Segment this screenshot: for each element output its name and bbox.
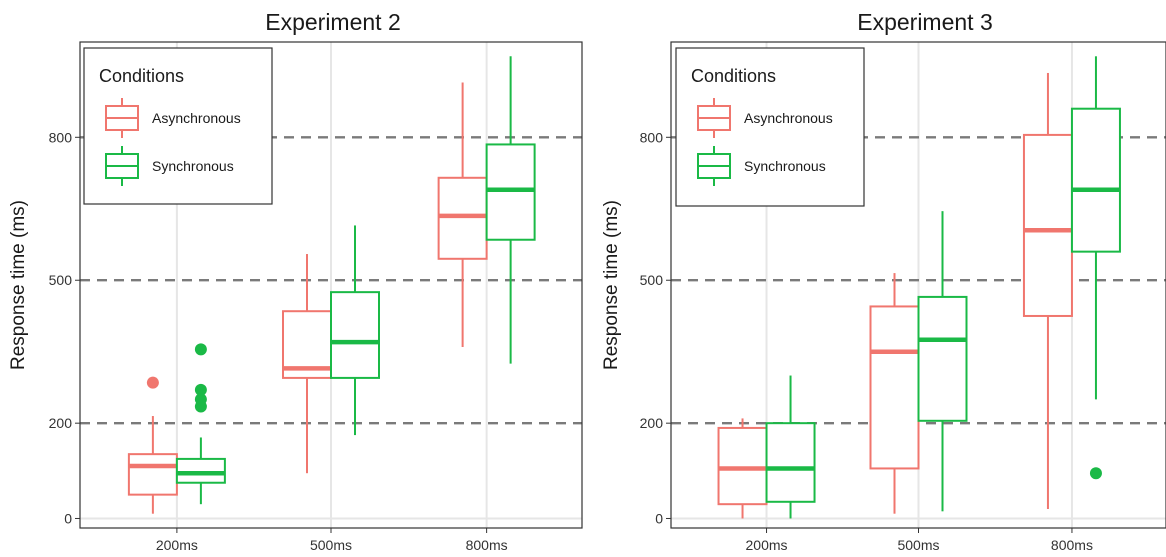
- box-asynchronous-200ms: [717, 418, 768, 519]
- legend-key-synchronous: [105, 146, 139, 186]
- y-tick-label: 200: [640, 415, 664, 431]
- box-body: [917, 295, 968, 422]
- box-asynchronous-800ms: [437, 82, 488, 347]
- box-body: [717, 426, 768, 506]
- box-synchronous-800ms: [485, 56, 536, 364]
- box-body: [330, 291, 380, 379]
- box-asynchronous-500ms: [869, 273, 920, 514]
- y-tick-label: 0: [655, 510, 663, 526]
- x-tick-label: 800ms: [466, 537, 508, 553]
- legend-title: Conditions: [691, 66, 776, 86]
- box-synchronous-800ms: [1070, 56, 1121, 480]
- legend-label: Synchronous: [744, 158, 826, 174]
- legend-key-asynchronous: [697, 98, 731, 138]
- y-axis-label: Response time (ms): [8, 200, 29, 370]
- outlier-point: [194, 383, 207, 396]
- box-body: [765, 422, 816, 503]
- legend-label: Asynchronous: [152, 110, 241, 126]
- legend-title: Conditions: [99, 66, 184, 86]
- outlier-point: [146, 376, 159, 389]
- legend: Conditions Asynchronous Synchronous: [675, 47, 865, 207]
- chart-panel-1: Experiment 2 Response time (ms) 0 200 500 800…: [8, 9, 583, 553]
- chart-title: Experiment 2: [265, 9, 401, 35]
- outlier-point: [194, 343, 207, 356]
- box-body: [175, 457, 226, 484]
- legend: Conditions Asynchronous Synchronous: [83, 47, 273, 205]
- box-body: [437, 176, 488, 260]
- outlier-point: [194, 393, 207, 406]
- legend-key-synchronous: [697, 146, 731, 186]
- box-body: [1022, 133, 1073, 317]
- box-synchronous-200ms: [765, 375, 816, 519]
- x-tick-label: 800ms: [1051, 537, 1093, 553]
- legend-label: Synchronous: [152, 158, 234, 174]
- box-asynchronous-800ms: [1022, 72, 1073, 509]
- y-tick-label: 800: [49, 129, 73, 145]
- chart-title: Experiment 3: [857, 9, 993, 35]
- box-body: [485, 143, 536, 241]
- y-tick-label: 500: [49, 272, 73, 288]
- outlier-point: [1089, 467, 1102, 480]
- box-asynchronous-500ms: [282, 254, 332, 474]
- box-body: [127, 453, 178, 496]
- y-tick-label: 500: [640, 272, 664, 288]
- box-body: [869, 305, 920, 470]
- y-tick-label: 800: [640, 129, 664, 145]
- box-synchronous-500ms: [330, 225, 380, 436]
- y-tick-label: 0: [64, 510, 72, 526]
- x-tick-label: 500ms: [897, 537, 939, 553]
- x-tick-label: 200ms: [156, 537, 198, 553]
- y-axis-label: Response time (ms): [601, 200, 622, 370]
- x-tick-label: 500ms: [310, 537, 352, 553]
- legend-key-asynchronous: [105, 98, 139, 138]
- y-tick-label: 200: [49, 415, 73, 431]
- box-synchronous-500ms: [917, 211, 968, 512]
- legend-label: Asynchronous: [744, 110, 833, 126]
- chart-panel-2: Experiment 3 Response time (ms) 0 200 500 800…: [601, 9, 1166, 553]
- box-asynchronous-200ms: [127, 376, 178, 514]
- x-tick-label: 200ms: [746, 537, 788, 553]
- box-body: [1070, 107, 1121, 253]
- box-synchronous-200ms: [175, 343, 226, 505]
